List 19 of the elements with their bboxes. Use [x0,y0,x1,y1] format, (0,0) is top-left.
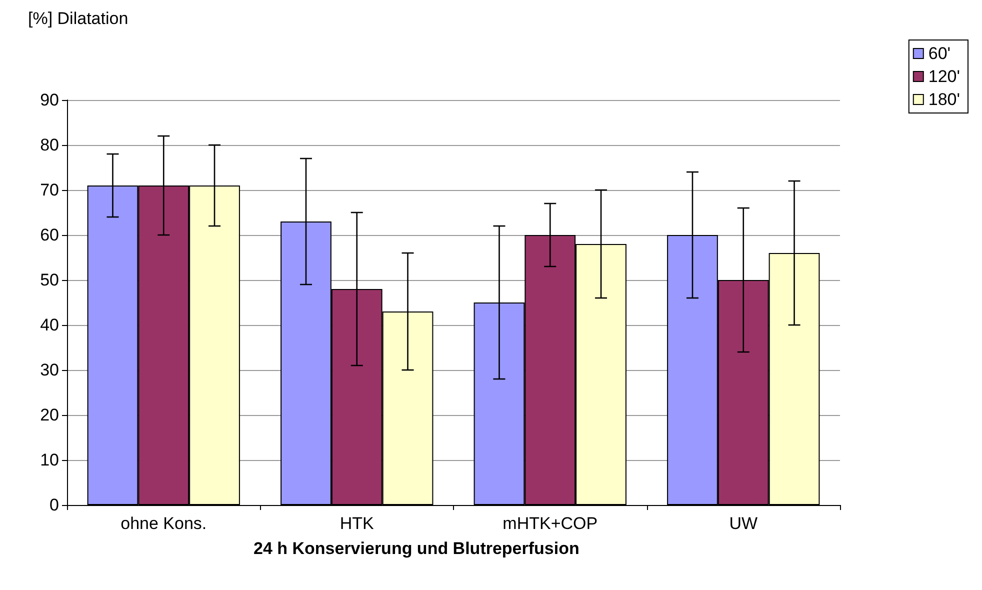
x-tick-label: ohne Kons. [120,514,207,533]
legend-label: 120' [928,67,960,86]
legend-label: 180' [928,90,960,109]
x-tick-label: mHTK+COP [502,514,598,533]
y-tick-label: 60 [40,226,59,244]
y-tick-label: 90 [40,90,59,110]
y-tick-label: 20 [40,406,59,424]
y-tick-label: 70 [40,180,59,200]
y-axis-title: [%] Dilatation [28,9,128,28]
x-tick-label: UW [729,514,758,533]
y-tick-label: 10 [40,450,59,470]
x-axis-title: 24 h Konservierung und Blutreperfusion [254,539,580,558]
legend-label: 60' [928,44,951,63]
y-tick-label: 30 [40,360,59,380]
y-tick-label: 0 [50,496,59,514]
y-tick-label: 50 [40,270,59,290]
y-tick-label: 40 [40,316,59,334]
x-tick-label: HTK [340,514,375,533]
y-tick-label: 80 [40,136,59,154]
